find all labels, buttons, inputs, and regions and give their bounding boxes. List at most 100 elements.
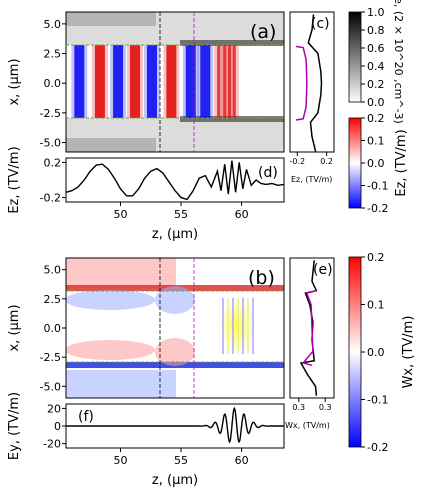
ytick-label: 2.5 — [44, 293, 62, 306]
panel-c-label: (c) — [311, 16, 330, 32]
panel-d: (d) 0.2 -0.2 50 55 60 Ez, (TV/m) z, (μm) — [7, 146, 285, 242]
colorbar-wx: 0.2 0.1 0.0 -0.1 -0.2 Wx, (TV/m) — [348, 251, 416, 454]
colorbar-tick-label: 0.4 — [367, 60, 385, 73]
panel-d-ylabel: Ez, (TV/m) — [7, 146, 22, 213]
wx-blob — [66, 340, 155, 360]
colorbar-tick-label: 0.2 — [367, 251, 385, 264]
panel-e-xticks: 0.3 0.3 — [292, 398, 332, 412]
panel-d-label: (d) — [258, 165, 278, 181]
xtick-label: 0.3 — [319, 403, 332, 412]
panel-d-xticks: 50 55 60 — [114, 202, 249, 221]
colorbar-tick-label: -0.2 — [367, 441, 388, 454]
laser-stripe — [252, 298, 254, 354]
ez-band-halo — [182, 45, 199, 118]
ytick-label: -0.2 — [40, 192, 61, 205]
panel-f-xlabel: z, (μm) — [152, 473, 198, 488]
colorbar-ne-ticks: 1.0 0.8 0.6 0.4 0.2 0.0 — [361, 6, 385, 109]
panel-c-lines — [295, 14, 323, 153]
panel-e-label: (e) — [313, 262, 333, 278]
colorbar-tick-label: 1.0 — [367, 6, 385, 19]
panel-c-xlabel: Ez, (TV/m) — [291, 175, 332, 184]
panel-c-frame — [289, 11, 335, 153]
wx-blob — [155, 338, 195, 366]
ez-band — [146, 45, 157, 118]
colorbar-tick-label: -0.2 — [367, 202, 388, 215]
ytick-label: -5.0 — [40, 137, 61, 150]
ez-band — [228, 45, 231, 118]
ez-band-halo — [220, 45, 230, 118]
ez-band-halo — [91, 45, 108, 118]
ez-band — [217, 45, 221, 118]
density-wall-bottom — [180, 116, 284, 122]
colorbar-tick-label: 0.0 — [367, 346, 385, 359]
density-streak — [66, 12, 156, 26]
panel-c-xticks: -0.2 0.2 — [290, 152, 333, 166]
panel-f-xticks: 50 55 60 — [114, 448, 249, 467]
panel-e-lines — [299, 260, 318, 396]
ez-band-halo — [127, 45, 144, 118]
panel-d-xlabel: z, (μm) — [152, 227, 198, 242]
panel-a-heatmap — [66, 12, 284, 152]
wx-region-bottom — [66, 370, 176, 398]
ez-band-halo — [110, 45, 127, 118]
xtick-label: 60 — [235, 454, 249, 467]
ez-band-halo — [229, 45, 239, 118]
xtick-label: 0.3 — [292, 403, 305, 412]
ytick-label: 5.0 — [44, 18, 62, 31]
colorbar-ez-ticks: 0.2 0.1 0.0 -0.1 -0.2 — [361, 112, 388, 215]
laser-stripe — [242, 298, 244, 354]
panel-f: (f) 20 0 -20 50 55 60 Ey, (TV/m) z, (μm) — [7, 392, 285, 488]
laser-stripes — [222, 298, 254, 354]
panel-b-yticks: 5.0 2.5 0.0 -2.5 -5.0 — [40, 264, 66, 393]
colorbar-tick-label: 0.8 — [367, 24, 385, 37]
panel-a-frame — [65, 11, 285, 153]
ez-band — [130, 45, 141, 118]
colorbar-ne-label: ne, (2 × 10^20 ,cm^-3) — [392, 0, 405, 124]
ez-band-halo — [143, 45, 160, 118]
xtick-label: 50 — [114, 208, 128, 221]
panel-b-label: (b) — [248, 267, 275, 289]
panel-d-frame — [65, 157, 285, 203]
colorbar-tick-label: 0.1 — [367, 135, 385, 148]
xtick-label: 0.2 — [320, 157, 333, 166]
ez-band-halo — [71, 45, 88, 118]
colorbar-tick-label: 0.0 — [367, 96, 385, 109]
ez-band-halo — [214, 45, 224, 118]
ytick-label: -20 — [43, 438, 61, 451]
panel-f-yticks: 20 0 -20 — [43, 402, 66, 451]
panel-b-ylabel: x, (μm) — [7, 304, 22, 351]
laser-stripe — [247, 298, 249, 354]
panel-c-series-1 — [295, 45, 308, 121]
ez-band — [113, 45, 124, 118]
colorbar-ez-bar — [348, 117, 362, 209]
colorbar-tick-label: 0.6 — [367, 42, 385, 55]
colorbar-tick-label: 0.0 — [367, 157, 385, 170]
panel-a-label: (a) — [250, 21, 276, 43]
colorbar-tick-label: 0.2 — [367, 112, 385, 125]
density-region-bottom — [66, 118, 284, 152]
ez-band-halo — [163, 45, 180, 118]
density-region-top — [66, 12, 284, 45]
colorbar-ez-label: Ez, (TV/m) — [394, 129, 409, 196]
ytick-label: -5.0 — [40, 380, 61, 393]
panel-a-ylabel: x, (μm) — [7, 58, 22, 105]
ytick-label: -2.5 — [40, 351, 61, 364]
ez-band — [200, 45, 211, 118]
panel-c: (c) -0.2 0.2 Ez, (TV/m) — [289, 11, 335, 184]
xtick-label: -0.2 — [290, 157, 306, 166]
ytick-label: 0.0 — [44, 322, 62, 335]
colorbar-wx-bar — [348, 256, 362, 448]
ez-field-bands — [71, 45, 239, 118]
panel-f-ey-line — [66, 406, 284, 444]
colorbar-ne-bar — [348, 11, 362, 103]
density-wall-top — [180, 40, 284, 46]
panel-d-yticks: 0.2 -0.2 — [40, 156, 66, 205]
ez-band — [94, 45, 105, 118]
laser-stripe — [227, 298, 229, 354]
colorbar-ne: 1.0 0.8 0.6 0.4 0.2 0.0 ne, (2 × 10^20 ,cm^-3… — [348, 0, 405, 124]
panel-f-ylabel: Ey, (TV/m) — [7, 392, 22, 460]
panel-e-xlabel: Wx, (TV/m) — [285, 421, 330, 430]
xtick-label: 55 — [174, 454, 188, 467]
ez-band — [185, 45, 196, 118]
